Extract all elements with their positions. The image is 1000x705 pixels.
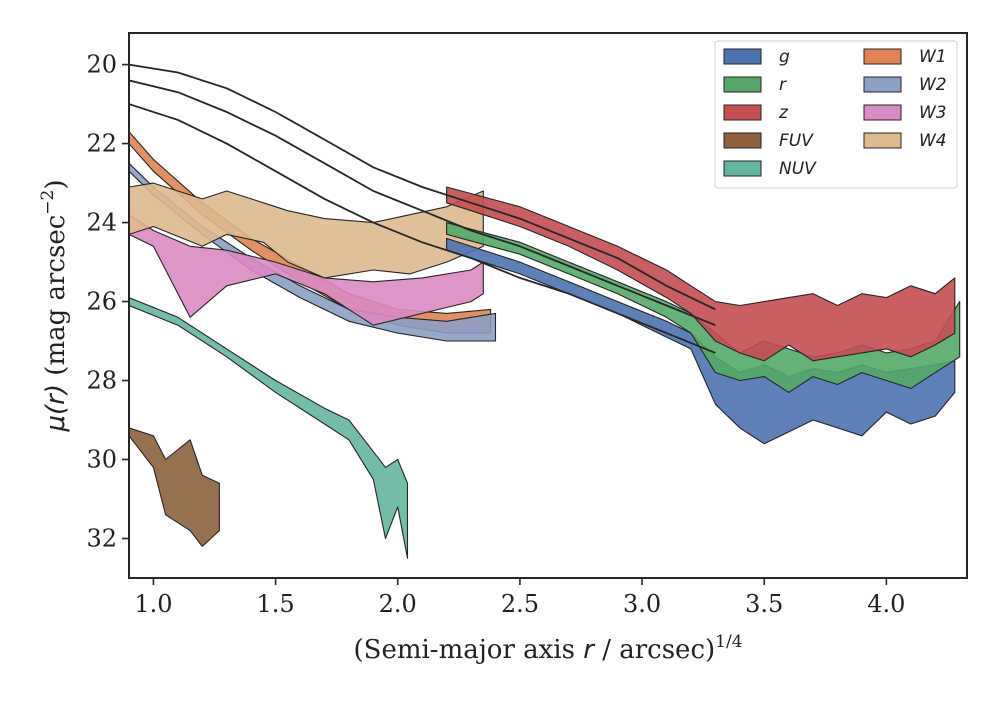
plot-area <box>129 63 961 559</box>
legend-item-z: z <box>723 103 789 123</box>
legend-label: W3 <box>919 103 947 123</box>
y-axis-label: μ(r) (mag arcsec−2) <box>38 179 71 432</box>
x-tick-label: 2.0 <box>379 590 417 618</box>
legend-swatch <box>723 76 762 93</box>
legend-label: z <box>778 103 789 123</box>
legend-swatch <box>723 48 762 65</box>
legend-label: W2 <box>919 75 947 95</box>
plot-frame <box>128 32 968 579</box>
series-band-w4 <box>129 182 484 279</box>
y-tick-label: 26 <box>86 288 117 316</box>
x-tick-label: 3.5 <box>745 590 783 618</box>
y-tick-label: 28 <box>86 367 117 395</box>
series-band-fuv <box>129 427 220 547</box>
legend-item-w4: W4 <box>863 131 947 151</box>
legend-swatch <box>723 104 762 121</box>
legend-label: W4 <box>919 131 947 151</box>
y-tick-label: 24 <box>86 209 117 237</box>
plot-clip-group <box>129 63 961 559</box>
legend-swatch <box>723 160 762 177</box>
legend-label: g <box>779 47 790 67</box>
legend-item-fuv: FUV <box>723 131 814 151</box>
legend-label: W1 <box>919 47 947 67</box>
legend-swatch <box>863 76 902 93</box>
model-curve-3 <box>129 103 716 354</box>
legend-label: NUV <box>779 159 817 179</box>
legend-item-r: r <box>723 75 787 95</box>
legend-item-g: g <box>723 47 790 67</box>
series-band-z <box>446 186 956 362</box>
x-tick-label: 1.5 <box>257 590 295 618</box>
legend-label: r <box>779 75 787 95</box>
legend-swatch <box>863 132 902 149</box>
y-tick-label: 32 <box>86 525 117 553</box>
x-tick-label: 4.0 <box>867 590 905 618</box>
model-curve-1 <box>129 63 716 311</box>
x-tick-label: 2.5 <box>501 590 539 618</box>
legend-swatch <box>723 132 762 149</box>
legend-label: FUV <box>779 131 814 151</box>
series-band-w3 <box>129 214 484 326</box>
legend-item-w3: W3 <box>863 103 947 123</box>
legend-item-nuv: NUV <box>723 159 817 179</box>
y-tick-label: 20 <box>86 51 117 79</box>
legend-swatch <box>863 104 902 121</box>
x-axis-label: (Semi-major axis r / arcsec)1/4 <box>353 632 742 665</box>
x-tick-label: 1.0 <box>134 590 172 618</box>
series-band-nuv <box>129 297 409 559</box>
legend: grz FUV NUV W1 W2 W3 W4 <box>714 40 958 189</box>
legend-item-w1: W1 <box>863 47 947 67</box>
model-curve-2 <box>129 79 716 327</box>
y-tick-label: 30 <box>86 446 117 474</box>
axes: 1.0 1.5 2.0 2.5 3.0 3.5 4.0 20 22 24 26 28 30 32 (Semi… <box>38 32 968 665</box>
x-tick-label: 3.0 <box>623 590 661 618</box>
y-tick-label: 22 <box>86 130 117 158</box>
legend-swatch <box>863 48 902 65</box>
legend-item-w2: W2 <box>863 75 947 95</box>
